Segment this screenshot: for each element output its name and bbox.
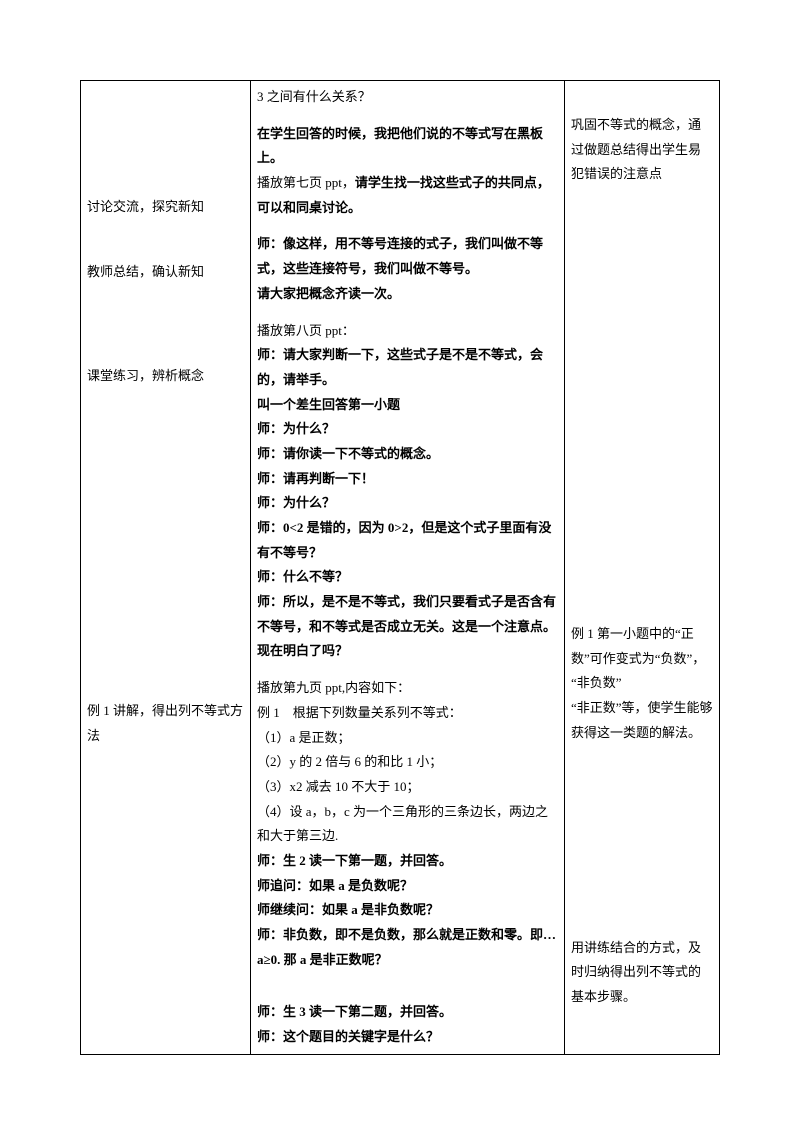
mid-text: 播放第八页 ppt： bbox=[257, 319, 558, 344]
mid-text: 师：生 3 读一下第二题，并回答。 bbox=[257, 1000, 558, 1025]
left-section-4: 例 1 讲解，得出列不等式方法 bbox=[87, 699, 244, 748]
document-page: 讨论交流，探究新知 教师总结，确认新知 课堂练习，辨析概念 例 1 讲解，得出列… bbox=[0, 0, 800, 1115]
mid-text: 师：请再判断一下！ bbox=[257, 467, 558, 492]
mid-span: 播放第七页 ppt， bbox=[257, 175, 355, 190]
cell-right: 巩固不等式的概念，通过做题总结得出学生易犯错误的注意点 例 1 第一小题中的“正… bbox=[565, 81, 720, 1055]
mid-text: （1）a 是正数； bbox=[257, 726, 558, 751]
mid-text: 师：为什么？ bbox=[257, 417, 558, 442]
mid-text: 师：请大家判断一下，这些式子是不是不等式，会的，请举手。 bbox=[257, 343, 558, 392]
right-note-1: 巩固不等式的概念，通过做题总结得出学生易犯错误的注意点 bbox=[571, 113, 713, 187]
lesson-plan-table: 讨论交流，探究新知 教师总结，确认新知 课堂练习，辨析概念 例 1 讲解，得出列… bbox=[80, 80, 720, 1055]
mid-text: 师：这个题目的关键字是什么？ bbox=[257, 1025, 558, 1050]
left-section-2: 教师总结，确认新知 bbox=[87, 260, 244, 285]
mid-text: 师：所以，是不是不等式，我们只要看式子是否含有不等号，和不等式是否成立无关。这是… bbox=[257, 590, 558, 664]
mid-text: 师：生 2 读一下第一题，并回答。 bbox=[257, 849, 558, 874]
mid-text: （2）y 的 2 倍与 6 的和比 1 小； bbox=[257, 750, 558, 775]
mid-text: （4）设 a，b，c 为一个三角形的三条边长，两边之和大于第三边. bbox=[257, 800, 558, 849]
mid-text: 播放第九页 ppt,内容如下： bbox=[257, 676, 558, 701]
mid-text: 师：0<2 是错的，因为 0>2，但是这个式子里面有没有不等号？ bbox=[257, 516, 558, 565]
mid-text: 3 之间有什么关系？ bbox=[257, 85, 558, 110]
right-note-3: 用讲练结合的方式，及时归纳得出列不等式的基本步骤。 bbox=[571, 936, 713, 1010]
mid-text: 播放第七页 ppt，请学生找一找这些式子的共同点，可以和同桌讨论。 bbox=[257, 171, 558, 220]
right-note-2c: “非正数”等，使学生能够获得这一类题的解法。 bbox=[571, 696, 713, 745]
mid-text: 叫一个差生回答第一小题 bbox=[257, 393, 558, 418]
cell-mid: 3 之间有什么关系？ 在学生回答的时候，我把他们说的不等式写在黑板上。 播放第七… bbox=[251, 81, 565, 1055]
mid-text: 例 1 根据下列数量关系列不等式： bbox=[257, 701, 558, 726]
mid-text: 师：为什么？ bbox=[257, 491, 558, 516]
mid-text: 师：非负数，即不是负数，那么就是正数和零。即…a≥0. 那 a 是非正数呢？ bbox=[257, 923, 558, 972]
mid-text: 师追问：如果 a 是负数呢？ bbox=[257, 874, 558, 899]
left-section-1: 讨论交流，探究新知 bbox=[87, 195, 244, 220]
mid-text: 在学生回答的时候，我把他们说的不等式写在黑板上。 bbox=[257, 122, 558, 171]
table-row: 讨论交流，探究新知 教师总结，确认新知 课堂练习，辨析概念 例 1 讲解，得出列… bbox=[81, 81, 720, 1055]
mid-text: 师：什么不等？ bbox=[257, 565, 558, 590]
left-section-3: 课堂练习，辨析概念 bbox=[87, 364, 244, 389]
mid-text: 师：像这样，用不等号连接的式子，我们叫做不等式，这些连接符号，我们叫做不等号。 bbox=[257, 232, 558, 281]
cell-left: 讨论交流，探究新知 教师总结，确认新知 课堂练习，辨析概念 例 1 讲解，得出列… bbox=[81, 81, 251, 1055]
mid-text: 师继续问：如果 a 是非负数呢？ bbox=[257, 898, 558, 923]
mid-text: 请大家把概念齐读一次。 bbox=[257, 282, 558, 307]
mid-text: （3）x2 减去 10 不大于 10； bbox=[257, 775, 558, 800]
mid-text: 师：请你读一下不等式的概念。 bbox=[257, 442, 558, 467]
right-note-2b: “非负数” bbox=[571, 671, 713, 696]
right-note-2a: 例 1 第一小题中的“正数”可作变式为“负数”， bbox=[571, 622, 713, 671]
